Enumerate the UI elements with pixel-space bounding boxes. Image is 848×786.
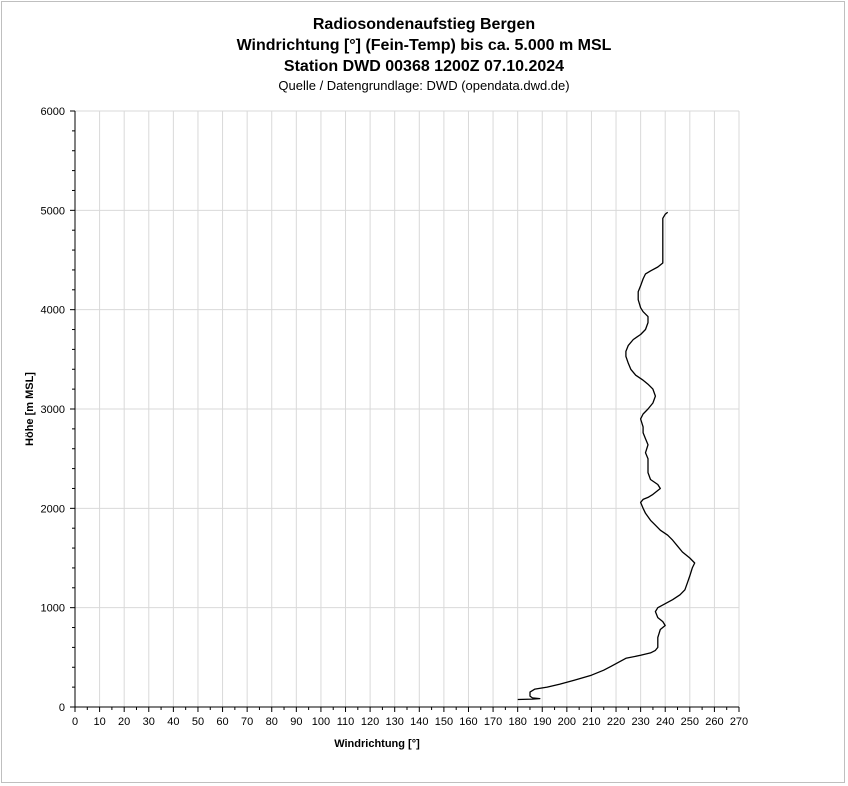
chart-title-line-2: Windrichtung [°] (Fein-Temp) bis ca. 5.0… (236, 37, 612, 54)
x-tick-label: 30 (143, 716, 155, 728)
x-tick-label: 170 (484, 716, 502, 728)
x-tick-label: 210 (582, 716, 600, 728)
x-tick-label: 190 (533, 716, 551, 728)
series-line-wind-direction (517, 211, 696, 701)
y-tick-label: 0 (59, 702, 65, 714)
x-tick-label: 50 (192, 716, 204, 728)
grid (75, 110, 740, 707)
chart-title: Radiosondenaufstieg Bergen (312, 16, 536, 33)
tick-labels: 0 10 20 30 40 50 60 70 80 90 100 110 120 130 140 150 160… (41, 106, 749, 728)
chart-title-line-3: Station DWD 00368 1200Z 07.10.2024 (283, 58, 565, 75)
x-tick-label: 270 (730, 716, 748, 728)
x-tick-label: 150 (435, 716, 453, 728)
x-tick-label: 200 (558, 716, 576, 728)
x-tick-label: 230 (631, 716, 649, 728)
x-tick-label: 80 (266, 716, 278, 728)
x-tick-label: 260 (705, 716, 723, 728)
y-tick-label: 5000 (41, 205, 65, 217)
x-tick-label: 250 (681, 716, 699, 728)
x-tick-label: 140 (410, 716, 428, 728)
x-tick-label: 160 (459, 716, 477, 728)
x-tick-label: 20 (118, 716, 130, 728)
x-tick-label: 40 (167, 716, 179, 728)
y-axis-title: Höhe [m MSL] (24, 372, 36, 446)
x-tick-label: 240 (656, 716, 674, 728)
ticks (70, 110, 740, 712)
chart-title-block: Radiosondenaufstieg Bergen Windrichtung … (0, 14, 848, 95)
y-tick-label: 6000 (41, 106, 65, 118)
chart-subtitle: Quelle / Datengrundlage: DWD (opendata.d… (278, 78, 570, 93)
x-axis-title: Windrichtung [°] (334, 738, 420, 750)
x-tick-label: 130 (386, 716, 404, 728)
x-tick-label: 10 (93, 716, 105, 728)
x-tick-label: 60 (216, 716, 228, 728)
x-tick-label: 180 (508, 716, 526, 728)
x-tick-label: 100 (312, 716, 330, 728)
y-tick-label: 2000 (41, 503, 65, 515)
x-tick-label: 90 (290, 716, 302, 728)
x-tick-label: 0 (72, 716, 78, 728)
x-tick-label: 220 (607, 716, 625, 728)
y-tick-label: 3000 (41, 404, 65, 416)
y-tick-label: 1000 (41, 603, 65, 615)
y-tick-label: 4000 (41, 305, 65, 317)
x-tick-label: 110 (337, 716, 355, 728)
x-tick-label: 120 (361, 716, 379, 728)
x-tick-label: 70 (241, 716, 253, 728)
